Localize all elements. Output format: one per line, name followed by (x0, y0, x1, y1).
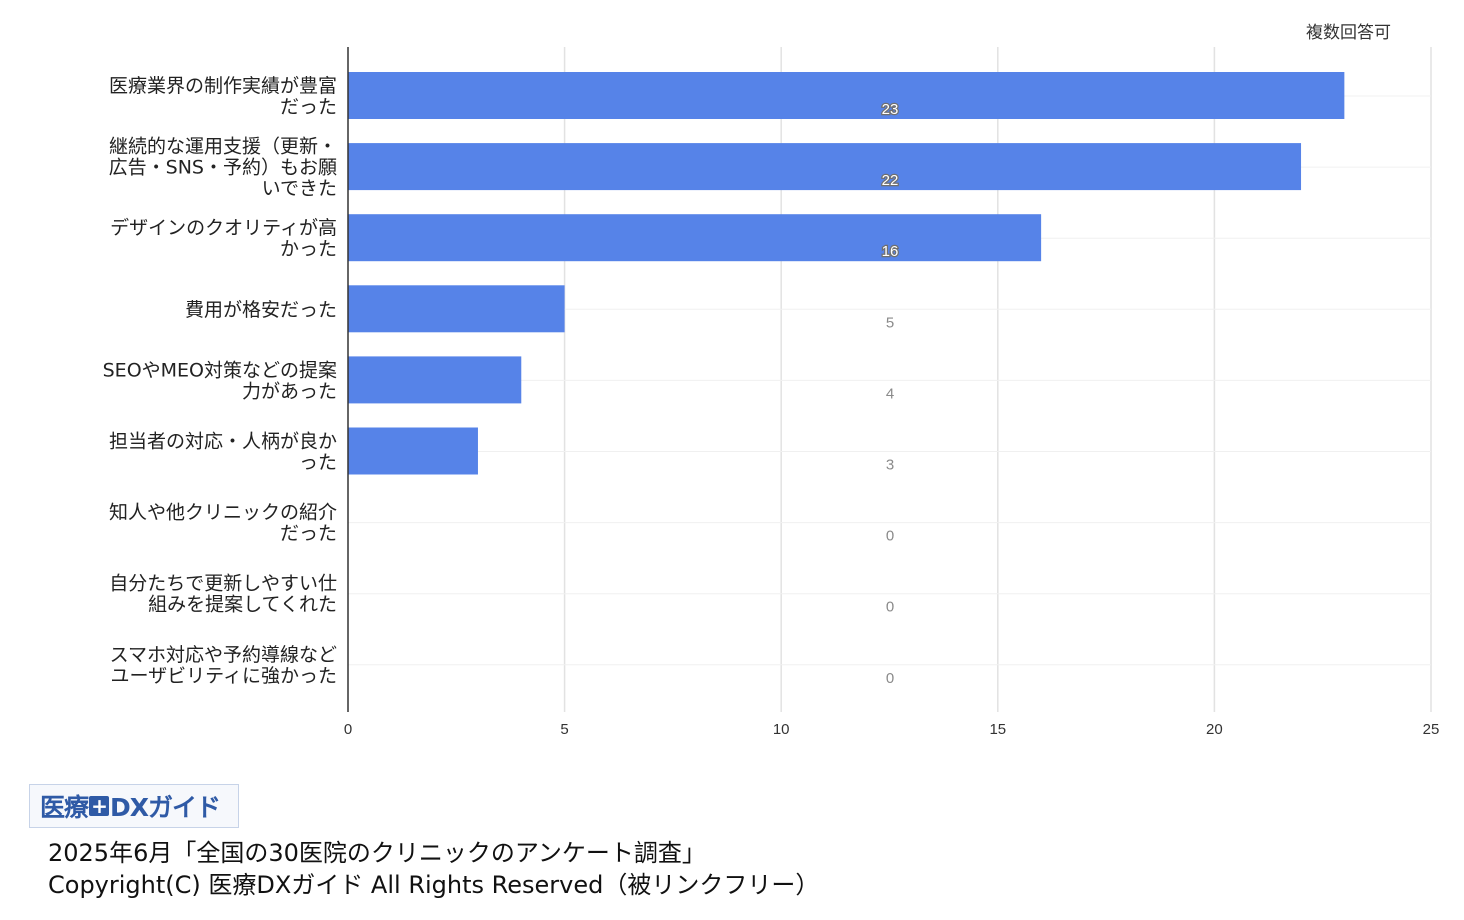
data-label: 16 (882, 243, 899, 260)
data-label: 23 (882, 101, 899, 118)
x-tick-label: 5 (560, 721, 568, 738)
x-tick-label: 15 (989, 721, 1006, 738)
category-label: 費用が格安だった (185, 299, 337, 321)
x-tick-label: 25 (1423, 721, 1440, 738)
category-label: 自分たちで更新しやすい仕組みを提案してくれた (109, 573, 337, 616)
x-tick-label: 0 (344, 721, 352, 738)
bars (348, 72, 1345, 475)
bar-chart: 医療業界の制作実績が豊富だった継続的な運用支援（更新・広告・SNS・予約）もお願… (103, 47, 1440, 738)
category-label: デザインのクオリティが高かった (110, 217, 337, 260)
multiple-answers-note: 複数回答可 (1306, 23, 1391, 43)
data-label: 5 (886, 314, 894, 331)
data-label: 4 (886, 385, 894, 402)
data-label: 3 (886, 457, 894, 474)
x-tick-label: 10 (773, 721, 790, 738)
bar (348, 356, 522, 404)
site-logo: 医療 + DXガイド (29, 784, 239, 828)
bar (348, 143, 1302, 191)
bar (348, 427, 478, 475)
category-label: 担当者の対応・人柄が良かった (109, 431, 337, 474)
category-label: 医療業界の制作実績が豊富だった (109, 75, 337, 118)
bar (348, 214, 1042, 262)
bar (348, 285, 565, 333)
category-label: 継続的な運用支援（更新・広告・SNS・予約）もお願いできた (109, 136, 337, 200)
data-label: 0 (886, 599, 894, 616)
logo-text-medical: 医療 (40, 793, 89, 822)
x-tick-label: 20 (1206, 721, 1223, 738)
data-label: 0 (886, 670, 894, 687)
category-label: 知人や他クリニックの紹介だった (109, 502, 337, 545)
category-labels: 医療業界の制作実績が豊富だった継続的な運用支援（更新・広告・SNS・予約）もお願… (103, 75, 337, 687)
category-label: SEOやMEO対策などの提案力があった (103, 359, 337, 402)
logo-text-dx-guide: DXガイド (110, 793, 221, 822)
data-label: 0 (886, 528, 894, 545)
value-labels: 23 22 16 5 4 3 0 0 0 (880, 100, 899, 687)
survey-caption: 2025年6月「全国の30医院のクリニックのアンケート調査」 (48, 839, 706, 867)
plus-icon: + (89, 796, 110, 816)
x-axis-ticks: 0 5 10 15 20 25 (344, 721, 1440, 738)
data-label: 22 (882, 172, 899, 189)
bar (348, 72, 1345, 119)
copyright-caption: Copyright(C) 医療DXガイド All Rights Reserved… (48, 871, 820, 899)
category-label: スマホ対応や予約導線などユーザビリティに強かった (110, 644, 337, 687)
